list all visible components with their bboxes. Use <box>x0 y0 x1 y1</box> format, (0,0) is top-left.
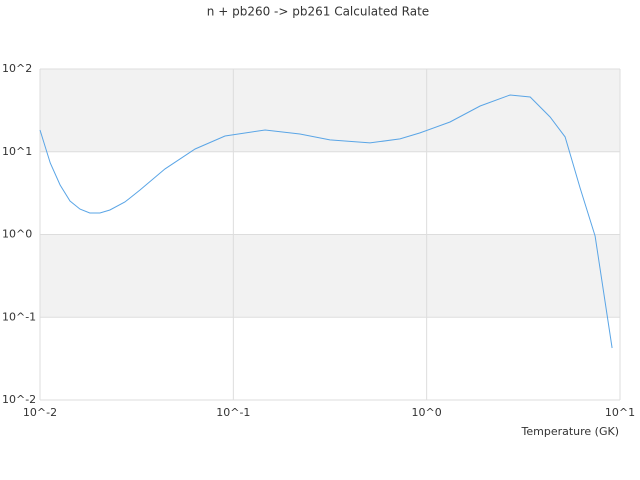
y-tick-label: 10^0 <box>2 228 32 241</box>
y-tick-label: 10^2 <box>2 62 32 75</box>
plot-band <box>40 69 620 152</box>
x-tick-label: 10^-2 <box>23 406 57 419</box>
x-tick-label: 10^-1 <box>216 406 250 419</box>
x-tick-label: 10^0 <box>412 406 442 419</box>
plot-band <box>40 234 620 318</box>
chart-title: n + pb260 -> pb261 Calculated Rate <box>207 5 429 19</box>
x-axis-label: Temperature (GK) <box>521 425 620 438</box>
y-tick-label: 10^1 <box>2 145 32 158</box>
y-tick-label: 10^-1 <box>2 310 36 323</box>
x-tick-label: 10^1 <box>605 406 635 419</box>
data-line <box>39 94 613 349</box>
y-tick-label: 10^-2 <box>2 393 36 406</box>
